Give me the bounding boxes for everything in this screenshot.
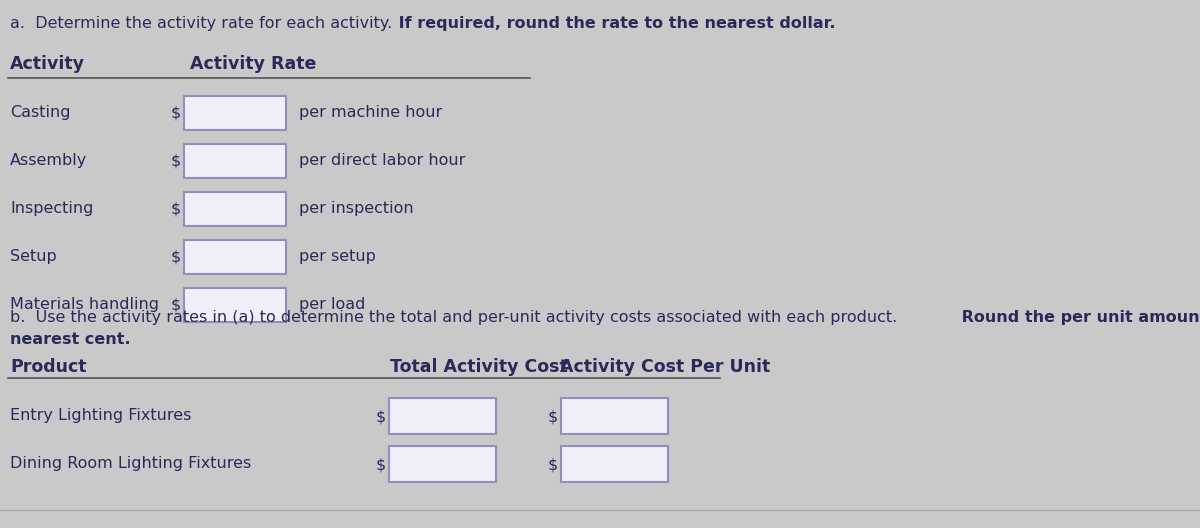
FancyBboxPatch shape: [389, 446, 496, 482]
FancyBboxPatch shape: [389, 398, 496, 434]
Text: Casting: Casting: [10, 105, 71, 120]
Text: per setup: per setup: [299, 249, 376, 264]
Text: Dining Room Lighting Fixtures: Dining Room Lighting Fixtures: [10, 456, 251, 471]
Text: Product: Product: [10, 358, 86, 376]
Text: per load: per load: [299, 297, 365, 312]
Text: Activity Rate: Activity Rate: [190, 55, 317, 73]
FancyBboxPatch shape: [184, 192, 286, 226]
Text: a.  Determine the activity rate for each activity.: a. Determine the activity rate for each …: [10, 16, 392, 31]
Text: Materials handling: Materials handling: [10, 297, 158, 312]
Text: $: $: [547, 457, 558, 472]
Text: Total Activity Cost: Total Activity Cost: [390, 358, 568, 376]
Text: b.  Use the activity rates in (a) to determine the total and per-unit activity c: b. Use the activity rates in (a) to dete…: [10, 310, 898, 325]
Text: per direct labor hour: per direct labor hour: [299, 153, 466, 168]
FancyBboxPatch shape: [184, 288, 286, 322]
Text: Inspecting: Inspecting: [10, 201, 94, 216]
Text: $: $: [376, 457, 386, 472]
FancyBboxPatch shape: [184, 96, 286, 130]
Text: $: $: [170, 106, 181, 121]
Text: Activity: Activity: [10, 55, 85, 73]
Text: nearest cent.: nearest cent.: [10, 332, 131, 347]
Text: $: $: [170, 298, 181, 313]
Text: $: $: [170, 250, 181, 265]
Text: Assembly: Assembly: [10, 153, 88, 168]
Text: Entry Lighting Fixtures: Entry Lighting Fixtures: [10, 408, 191, 423]
FancyBboxPatch shape: [562, 398, 668, 434]
Text: Activity Cost Per Unit: Activity Cost Per Unit: [560, 358, 770, 376]
Text: If required, round the rate to the nearest dollar.: If required, round the rate to the neare…: [394, 16, 835, 31]
Text: per inspection: per inspection: [299, 201, 414, 216]
Text: $: $: [170, 154, 181, 169]
Text: Setup: Setup: [10, 249, 56, 264]
FancyBboxPatch shape: [184, 144, 286, 178]
FancyBboxPatch shape: [184, 240, 286, 274]
FancyBboxPatch shape: [562, 446, 668, 482]
Text: Round the per unit amounts to the: Round the per unit amounts to the: [956, 310, 1200, 325]
Text: $: $: [170, 202, 181, 217]
Text: $: $: [376, 409, 386, 424]
Text: $: $: [547, 409, 558, 424]
Text: per machine hour: per machine hour: [299, 105, 443, 120]
